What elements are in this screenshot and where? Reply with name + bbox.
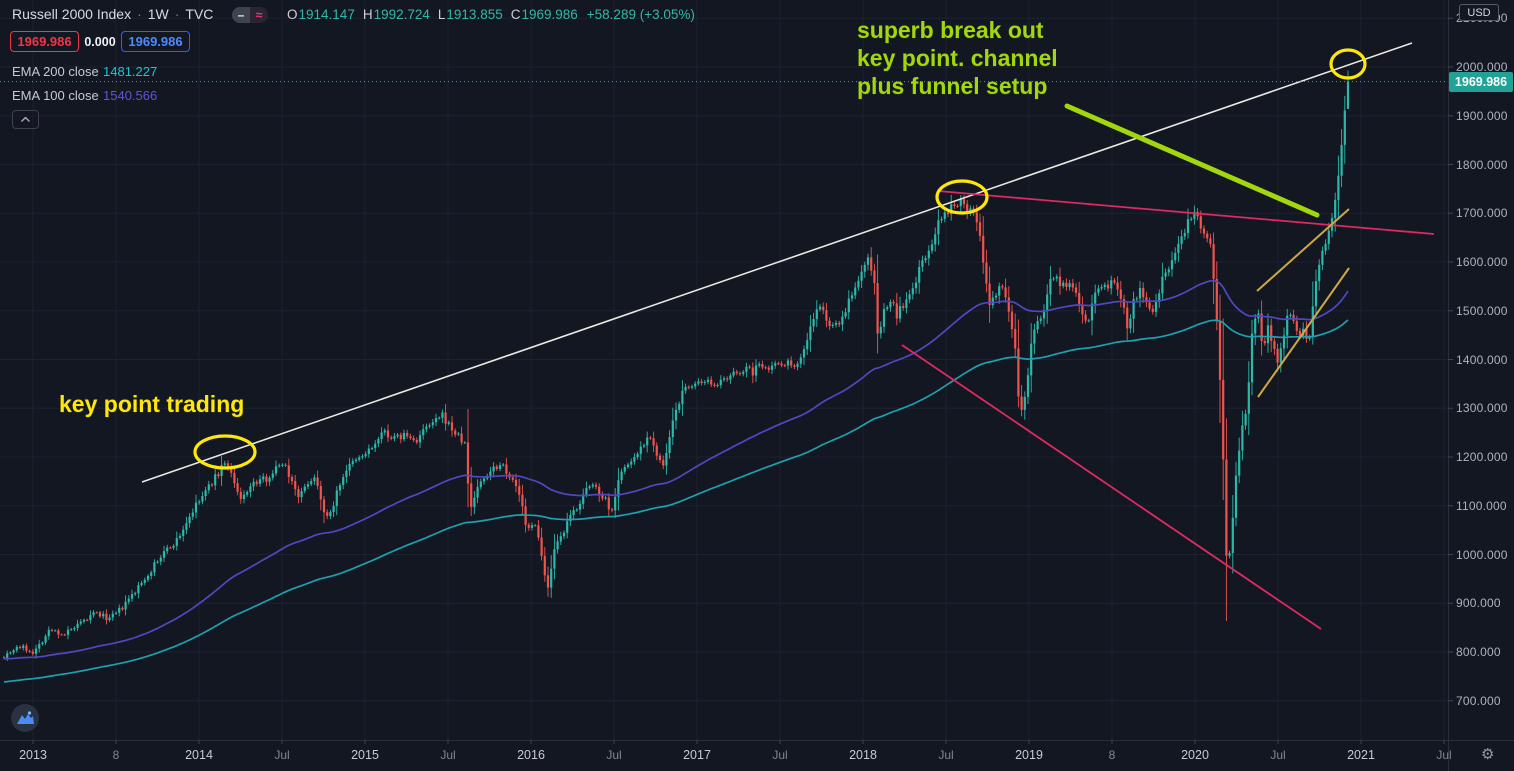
price-axis-label: 1500.000 [1456, 303, 1508, 318]
separator: · [137, 6, 142, 22]
time-axis-label: Jul [1436, 748, 1452, 762]
high-label: H [362, 7, 373, 22]
exchange-label: TVC [185, 6, 214, 22]
time-axis-label: 8 [1108, 748, 1116, 762]
approx-price-icon[interactable]: ≈ [250, 7, 268, 23]
indicator-row-ema200[interactable]: EMA 200 close 1481.227 [12, 64, 157, 79]
price-axis-label: 700.000 [1456, 693, 1501, 708]
gear-icon[interactable]: ⚙ [1481, 746, 1495, 763]
buy-price-button[interactable]: 1969.986 [121, 31, 190, 52]
annotation-pointer-line[interactable] [1064, 103, 1320, 218]
spread-value: 0.000 [84, 34, 116, 49]
ema-100-line[interactable] [3, 279, 1349, 660]
symbol-name: Russell 2000 Index [12, 6, 132, 22]
chevron-up-icon [21, 117, 30, 122]
annotation-breakout-line3: plus funnel setup [857, 73, 1048, 99]
price-axis-label: 1700.000 [1456, 206, 1508, 221]
price-axis-label: 1600.000 [1456, 255, 1508, 269]
time-axis-label: 2019 [1015, 748, 1043, 762]
annotation-breakout-note: superb break out key point. channel plus… [857, 16, 1058, 100]
time-axis-label: 2020 [1181, 748, 1209, 762]
ema100-value: 1540.566 [103, 88, 158, 103]
price-axis-label: 1900.000 [1456, 108, 1508, 123]
price-axis-label: 1800.000 [1456, 157, 1508, 172]
symbol-title-row[interactable]: Russell 2000 Index · 1W · TVC [12, 6, 213, 22]
time-axis[interactable]: 2013 8 2014 Jul 2015 Jul 2016 Jul 2017 Jul 2018 Jul… [0, 740, 1452, 771]
symbol-toolbar: – ≈ [232, 7, 268, 23]
annotation-key-point-trading: key point trading [59, 391, 245, 417]
close-label: C [510, 7, 521, 22]
trendline-channel-upper[interactable] [1256, 208, 1350, 292]
time-axis-label: 2018 [849, 748, 877, 762]
candles [2, 70, 1350, 661]
low-value: 1913.855 [446, 7, 503, 22]
close-value: 1969.986 [521, 7, 578, 22]
trendline-primary-uptrend[interactable] [141, 42, 1413, 483]
price-axis-label: 1100.000 [1456, 498, 1507, 513]
price-axis-label: 1000.000 [1456, 547, 1508, 562]
time-axis-label: Jul [938, 748, 954, 762]
annotation-circle-1[interactable] [193, 434, 257, 470]
minimize-icon[interactable]: – [232, 7, 250, 23]
legend-collapse-button[interactable] [12, 110, 39, 129]
time-axis-label: Jul [440, 748, 456, 762]
current-price-badge: 1969.986 [1449, 71, 1513, 92]
ohlc-readout: O1914.147 H1992.724 L1913.855 C1969.986 … [287, 7, 695, 22]
price-axis-label: 1400.000 [1456, 352, 1508, 367]
ema200-label: EMA 200 close [12, 64, 99, 79]
ema200-value: 1481.227 [103, 64, 158, 79]
time-axis-label: Jul [606, 748, 622, 762]
open-label: O [287, 7, 298, 22]
time-axis-label: 8 [112, 748, 120, 762]
time-axis-label: 2015 [351, 748, 379, 762]
price-axis[interactable]: 2100.0002000.0001900.0001800.0001700.000… [1448, 0, 1514, 740]
trendline-downtrend-line[interactable] [901, 344, 1322, 630]
price-axis-label: 2000.000 [1456, 60, 1508, 74]
price-axis-label: 1300.000 [1456, 401, 1508, 416]
chart-snapshot-button[interactable] [11, 704, 39, 732]
change-value: +58.289 (+3.05%) [586, 7, 695, 22]
currency-toggle-button[interactable]: USD [1459, 4, 1499, 21]
low-label: L [437, 7, 446, 22]
price-axis-label: 900.000 [1456, 596, 1501, 611]
annotation-circle-2[interactable] [935, 179, 989, 215]
time-axis-label: Jul [1270, 748, 1286, 762]
time-axis-label: 2014 [185, 748, 213, 762]
timeframe-label[interactable]: 1W [147, 6, 169, 22]
order-panel: 1969.986 0.000 1969.986 [10, 31, 190, 52]
time-axis-label: 2021 [1347, 748, 1375, 762]
sell-price-button[interactable]: 1969.986 [10, 31, 79, 52]
trendline-channel-lower[interactable] [1257, 267, 1350, 398]
trendline-distribution-line[interactable] [937, 190, 1435, 235]
time-axis-label: 2016 [517, 748, 545, 762]
separator: · [174, 6, 180, 22]
annotation-circle-3[interactable] [1329, 48, 1367, 80]
ema-200-line[interactable] [3, 319, 1349, 683]
high-value: 1992.724 [373, 7, 430, 22]
mountain-chart-icon [16, 711, 34, 724]
annotation-breakout-line2: key point. channel [857, 45, 1058, 71]
open-value: 1914.147 [298, 7, 355, 22]
price-axis-label: 1200.000 [1456, 450, 1508, 464]
time-axis-label: 2017 [683, 748, 711, 762]
indicator-row-ema100[interactable]: EMA 100 close 1540.566 [12, 88, 157, 103]
time-axis-label: Jul [772, 748, 788, 762]
ema100-label: EMA 100 close [12, 88, 99, 103]
time-axis-label: 2013 [19, 748, 47, 762]
time-axis-label: Jul [274, 748, 290, 762]
price-axis-label: 800.000 [1456, 645, 1501, 659]
annotation-breakout-line1: superb break out [857, 17, 1044, 43]
